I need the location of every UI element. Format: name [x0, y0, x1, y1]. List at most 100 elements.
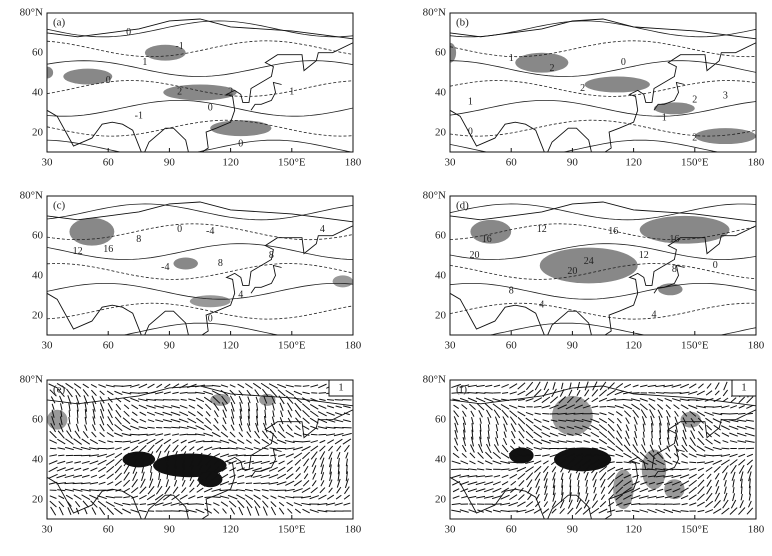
x-tick-label: 150°E [681, 524, 709, 536]
x-tick-label: 150°E [278, 524, 306, 536]
x-tick-label: 120 [222, 524, 239, 536]
y-tick-label: 80°N [20, 190, 43, 202]
x-tick-label: 90 [164, 157, 176, 169]
x-tick-label: 120 [625, 340, 642, 352]
y-tick-label: 60 [32, 414, 44, 426]
wind-vector [526, 455, 533, 456]
panel-label: (b) [456, 17, 469, 29]
panel-label: (d) [456, 200, 469, 212]
contour-label: 0 [106, 75, 111, 86]
shading [664, 479, 684, 499]
panel-label: (f) [456, 384, 467, 396]
contour-label: 16 [608, 226, 618, 237]
y-tick-label: 80°N [423, 7, 446, 19]
contour-label: 8 [509, 286, 514, 297]
contour-label: -1 [175, 41, 183, 52]
contour-label: 2 [550, 63, 555, 74]
reference-vector: 1 [741, 382, 747, 394]
contour-label: 0 [468, 126, 473, 137]
contour-label: 4 [320, 224, 325, 235]
x-tick-label: 60 [103, 524, 115, 536]
wind-vector [319, 393, 326, 394]
wind-vector [632, 393, 640, 394]
y-tick-label: 80°N [20, 374, 43, 386]
wind-vector [69, 410, 70, 417]
contour-label: 0 [208, 313, 213, 324]
contour-label: 20 [469, 250, 479, 261]
contour-label: 4 [539, 300, 544, 311]
x-tick-label: 150°E [278, 157, 306, 169]
x-tick-label: 60 [103, 340, 115, 352]
x-tick-label: 30 [42, 340, 54, 352]
wind-vector [50, 448, 56, 449]
wind-vector [721, 413, 731, 414]
y-tick-label: 60 [435, 414, 447, 426]
y-tick-label: 20 [32, 310, 44, 322]
x-tick-label: 180 [748, 340, 765, 352]
wind-vector [566, 448, 576, 449]
contour-label: 24 [584, 256, 594, 267]
wind-vector [492, 504, 501, 505]
y-tick-label: 20 [32, 127, 44, 139]
shading [47, 410, 67, 430]
x-tick-label: 180 [748, 157, 765, 169]
contour-label: 0 [238, 138, 243, 149]
y-tick-label: 40 [435, 270, 447, 282]
y-tick-label: 40 [32, 270, 44, 282]
contour-label: 4 [652, 309, 657, 320]
contour-label: 2 [580, 83, 585, 94]
x-tick-label: 90 [567, 524, 579, 536]
y-tick-label: 80°N [423, 374, 446, 386]
wind-vector [159, 466, 160, 473]
shading [333, 275, 353, 287]
shading [210, 120, 271, 136]
contour-label: -1 [135, 111, 143, 122]
wind-vector [187, 504, 196, 505]
x-tick-label: 90 [164, 524, 176, 536]
contour-label: 2 [692, 132, 697, 143]
contour-label: 1 [662, 113, 667, 124]
contour-label: 8 [269, 250, 274, 261]
x-tick-label: 30 [445, 157, 457, 169]
contour-label: 0 [177, 224, 182, 235]
x-tick-label: 30 [42, 524, 54, 536]
contour-label: 1 [289, 87, 294, 98]
contour-label: 0 [621, 57, 626, 68]
x-tick-label: 90 [567, 340, 579, 352]
y-tick-label: 60 [32, 230, 44, 242]
panel-label: (e) [53, 384, 66, 396]
x-tick-label: 30 [42, 157, 54, 169]
wind-vector [73, 483, 83, 484]
x-tick-label: 60 [506, 340, 518, 352]
y-tick-label: 60 [32, 47, 44, 59]
x-tick-label: 120 [625, 524, 642, 536]
x-tick-label: 180 [748, 524, 765, 536]
contour-label: 4 [238, 290, 243, 301]
y-tick-label: 60 [435, 230, 447, 242]
contour-label: 1 [468, 97, 473, 108]
contour-label: 0 [126, 27, 131, 38]
shading [69, 218, 114, 246]
contour-label: 0 [713, 260, 718, 271]
panel-bg [47, 196, 353, 335]
x-tick-label: 90 [164, 340, 176, 352]
shading [552, 396, 593, 436]
y-tick-label: 40 [32, 87, 44, 99]
y-tick-label: 20 [32, 494, 44, 506]
x-tick-label: 30 [445, 340, 457, 352]
x-tick-label: 60 [103, 157, 115, 169]
wind-vector [746, 448, 754, 449]
shading [585, 77, 650, 93]
contour-label: 8 [136, 234, 141, 245]
contour-label: 16 [482, 234, 492, 245]
y-tick-label: 40 [435, 87, 447, 99]
contour-label: 16 [103, 244, 113, 255]
shading [173, 258, 197, 270]
x-tick-label: 150°E [278, 340, 306, 352]
wind-vector [486, 469, 492, 470]
contour-label: 12 [73, 246, 83, 257]
contour-label: 1 [142, 57, 147, 68]
